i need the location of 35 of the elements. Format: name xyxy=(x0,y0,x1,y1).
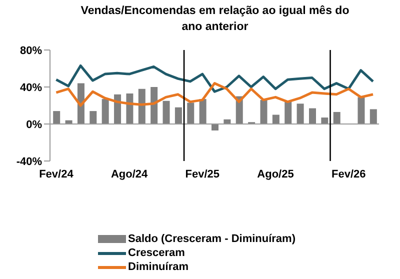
y-tick-label: 40% xyxy=(20,82,42,94)
legend-label: Diminuíram xyxy=(128,261,189,273)
bar xyxy=(260,100,268,124)
bar xyxy=(126,93,134,124)
chart-title: Vendas/Encomendas em relação ao igual mês do ano anterior xyxy=(80,4,350,35)
y-tick-label: 0% xyxy=(26,118,42,131)
y-tick-label: 80% xyxy=(20,44,42,57)
y-tick-label: -40% xyxy=(16,156,42,168)
x-tick-label: Ago/24 xyxy=(110,168,149,180)
bar xyxy=(296,104,304,124)
bar xyxy=(212,124,219,130)
bar xyxy=(358,97,365,124)
bar xyxy=(272,114,280,124)
bar xyxy=(138,88,146,124)
bar xyxy=(333,112,340,124)
x-tick-label: Fev/26 xyxy=(332,168,366,180)
x-tick-label: Ago/25 xyxy=(257,168,294,180)
bar xyxy=(150,87,158,124)
bar xyxy=(90,111,97,124)
bar xyxy=(199,99,206,124)
bar xyxy=(284,100,292,124)
line-series xyxy=(54,82,374,107)
bar xyxy=(162,100,170,124)
line-series xyxy=(54,64,374,93)
bar xyxy=(102,99,109,124)
bar xyxy=(53,111,60,124)
legend-label: Saldo (Cresceram - Diminuíram) xyxy=(128,233,296,245)
x-tick-label: Fev/24 xyxy=(39,168,74,180)
legend-label: Cresceram xyxy=(128,247,185,259)
bar xyxy=(308,108,316,124)
bar xyxy=(321,118,328,124)
bar xyxy=(187,102,194,124)
bar xyxy=(370,109,377,124)
x-tick-label: Fev/25 xyxy=(185,168,220,180)
bar xyxy=(174,107,182,124)
